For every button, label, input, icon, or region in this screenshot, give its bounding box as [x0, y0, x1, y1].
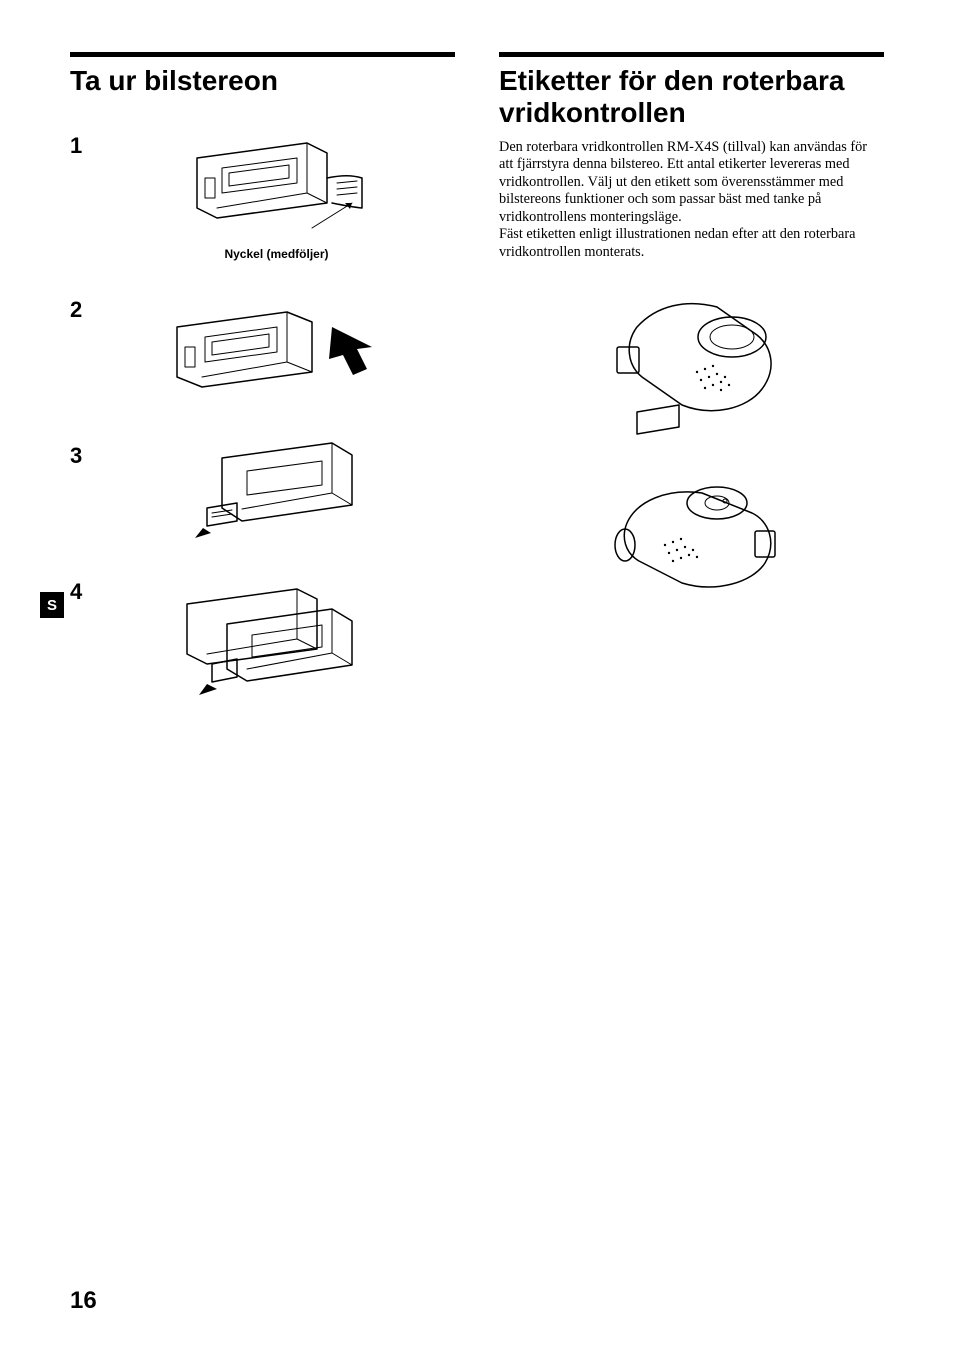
step-number: 2: [70, 287, 98, 323]
heading-rule: [499, 52, 884, 57]
left-heading: Ta ur bilstereon: [70, 65, 455, 97]
stereo-detach-face-illustration: [167, 433, 387, 543]
step-4: 4: [70, 569, 455, 699]
language-tab: S: [40, 592, 64, 618]
step-number: 3: [70, 433, 98, 469]
step-1: 1: [70, 123, 455, 261]
step-number: 1: [70, 123, 98, 159]
step-2-figure: [98, 287, 455, 407]
right-heading: Etiketter för den roterbara vridkontroll…: [499, 65, 884, 129]
step-number: 4: [70, 569, 98, 605]
paragraph-2: Fäst etiketten enligt illustrationen ned…: [499, 226, 884, 261]
rotary-figure-2: [499, 453, 884, 613]
rotary-figure-1: [499, 277, 884, 447]
step-4-figure: [98, 569, 455, 699]
stereo-pull-frame-illustration: [157, 287, 397, 407]
stereo-remove-unit-illustration: [157, 569, 397, 699]
right-column: Etiketter för den roterbara vridkontroll…: [499, 52, 884, 699]
step-2: 2: [70, 287, 455, 407]
rotary-commander-top-illustration: [587, 277, 797, 447]
step-1-caption: Nyckel (medföljer): [224, 247, 328, 261]
two-column-layout: Ta ur bilstereon 1: [70, 52, 884, 699]
rotary-commander-bottom-illustration: [587, 453, 797, 613]
stereo-key-insert-illustration: [167, 123, 387, 243]
paragraph-1: Den roterbara vridkontrollen RM-X4S (til…: [499, 139, 884, 226]
step-3-figure: [98, 433, 455, 543]
step-3: 3: [70, 433, 455, 543]
step-1-figure: Nyckel (medföljer): [98, 123, 455, 261]
page-number: 16: [70, 1287, 97, 1315]
heading-rule: [70, 52, 455, 57]
left-column: Ta ur bilstereon 1: [70, 52, 455, 699]
